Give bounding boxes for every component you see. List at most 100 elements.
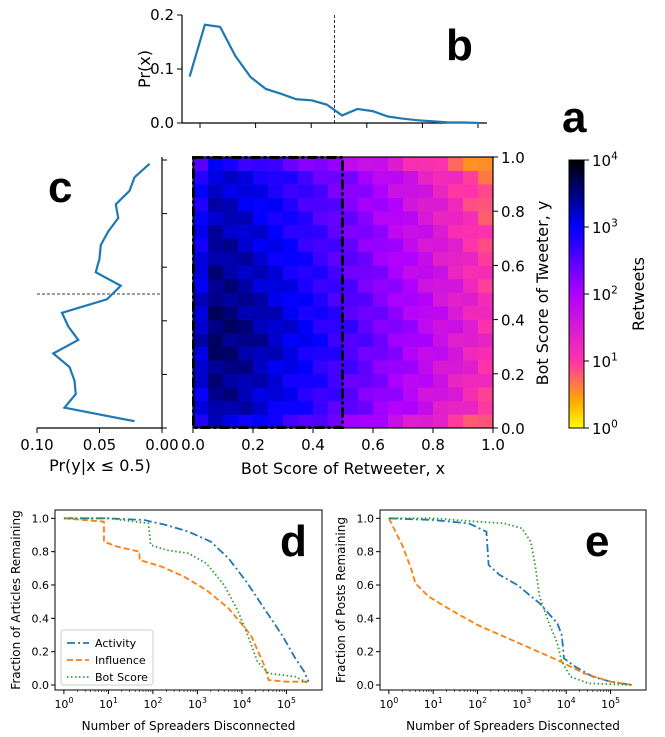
- colorbar-tick-label: 104: [592, 150, 618, 170]
- heatmap-cell: [268, 224, 284, 239]
- heatmap-cell: [343, 333, 359, 347]
- colorbar-tick-label-exp: 3: [611, 217, 618, 229]
- heatmap-cell: [313, 306, 329, 320]
- e-y-tick-label: 1.0: [357, 512, 375, 525]
- heatmap-cell: [313, 265, 329, 280]
- heatmap-cell: [358, 278, 374, 293]
- heatmap-cell: [298, 373, 314, 388]
- heatmap-cell: [283, 170, 299, 185]
- b-y-tick-label: 0.1: [150, 60, 174, 78]
- heatmap-cell: [388, 265, 404, 280]
- heatmap-cell: [193, 184, 209, 198]
- heatmap-cell: [313, 197, 329, 212]
- heatmap-cell: [388, 306, 404, 320]
- heatmap-cell: [418, 224, 434, 239]
- a-y-tick-label: 0.4: [501, 312, 525, 330]
- heatmap-cell: [298, 346, 314, 361]
- heatmap-cell: [328, 265, 344, 280]
- heatmap-cell: [253, 414, 269, 429]
- panel-letter-b: b: [446, 21, 473, 70]
- heatmap-cell: [253, 278, 269, 293]
- d-frame: [54, 509, 323, 691]
- heatmap-cell: [253, 224, 269, 239]
- a-y-tick-label: 0.6: [501, 257, 525, 275]
- heatmap-cell: [313, 251, 329, 266]
- heatmap-cell: [268, 251, 284, 266]
- heatmap-cell: [373, 306, 389, 320]
- heatmap-cell: [208, 414, 224, 429]
- heatmap-cell: [448, 278, 464, 293]
- heatmap-cell: [418, 346, 434, 361]
- heatmap-cell: [253, 373, 269, 388]
- heatmap-cell: [388, 197, 404, 212]
- heatmap-cell: [253, 400, 269, 415]
- heatmap-cell: [433, 333, 449, 347]
- heatmap-cell: [478, 292, 494, 307]
- heatmap-cell: [298, 306, 314, 320]
- a-x-tick-label: 0.6: [361, 436, 385, 454]
- heatmap-cell: [433, 306, 449, 320]
- d-series-activity: [63, 517, 310, 683]
- heatmap-cell: [238, 373, 254, 388]
- heatmap-cell: [268, 373, 284, 388]
- heatmap-cell: [343, 184, 359, 198]
- heatmap-cell: [478, 306, 494, 320]
- b-y-tick-label: 0.2: [150, 6, 174, 24]
- heatmap-cell: [238, 170, 254, 185]
- heatmap-cell: [388, 387, 404, 402]
- heatmap-cell: [223, 157, 239, 171]
- d-x-axis-label: Number of Spreaders Disconnected: [82, 719, 296, 733]
- heatmap-cell: [238, 278, 254, 293]
- heatmap-cell: [358, 157, 374, 171]
- heatmap-cell: [253, 184, 269, 198]
- a-x-tick-label: 0.8: [421, 436, 445, 454]
- e-x-axis-label: Number of Spreaders Disconnected: [406, 719, 620, 733]
- heatmap-cell: [298, 387, 314, 402]
- heatmap-cell: [463, 373, 479, 388]
- heatmap-cell: [433, 238, 449, 253]
- panel-letter-c: c: [48, 163, 72, 212]
- heatmap-cell: [463, 251, 479, 266]
- heatmap-cell: [433, 251, 449, 266]
- heatmap-cell: [238, 414, 254, 429]
- heatmap-cell: [463, 184, 479, 198]
- heatmap-cell: [358, 184, 374, 198]
- heatmap-cell: [328, 157, 344, 171]
- heatmap-cell: [268, 387, 284, 402]
- heatmap-cell: [448, 170, 464, 185]
- heatmap-cell: [283, 333, 299, 347]
- d-series-influence: [63, 517, 309, 683]
- heatmap-cell: [388, 278, 404, 293]
- heatmap-cell: [328, 238, 344, 253]
- heatmap-cell: [208, 278, 224, 293]
- e-x-tick-label: 101: [424, 696, 443, 711]
- heatmap-cell: [373, 292, 389, 307]
- colorbar-tick-label-base: 10: [592, 420, 611, 438]
- heatmap-cell: [313, 346, 329, 361]
- heatmap-cell: [238, 346, 254, 361]
- e-y-axis-label: Fraction of Posts Remaining: [334, 517, 348, 683]
- heatmap-cell: [403, 306, 419, 320]
- heatmap-cell: [193, 238, 209, 253]
- heatmap-cell: [403, 238, 419, 253]
- heatmap-cell: [433, 170, 449, 185]
- heatmap-cell: [208, 197, 224, 212]
- heatmap-cell: [373, 170, 389, 185]
- heatmap-cell: [418, 197, 434, 212]
- heatmap-cell: [253, 319, 269, 334]
- a-x-tick-label: 0.2: [241, 436, 265, 454]
- heatmap-cell: [358, 414, 374, 429]
- heatmap-cell: [208, 400, 224, 415]
- heatmap-cell: [283, 197, 299, 212]
- c-x-tick-label: 0.05: [83, 436, 116, 454]
- d-legend-label: Bot Score: [95, 671, 148, 684]
- heatmap-cell: [223, 265, 239, 280]
- heatmap-cell: [238, 157, 254, 171]
- heatmap-cell: [463, 265, 479, 280]
- heatmap-cell: [283, 211, 299, 226]
- heatmap-cell: [433, 224, 449, 239]
- heatmap-cell: [478, 184, 494, 198]
- d-x-tick-label: 101: [99, 696, 118, 711]
- d-x-tick-label-exp: 1: [113, 696, 118, 705]
- heatmap-cell: [328, 197, 344, 212]
